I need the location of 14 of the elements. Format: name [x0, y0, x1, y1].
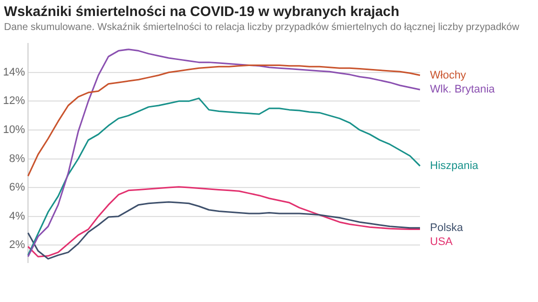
y-tick-label: 2%: [9, 239, 26, 252]
series-label: Wlk. Brytania: [430, 84, 496, 96]
y-tick-label: 4%: [9, 210, 26, 222]
y-tick-label: 14%: [2, 66, 26, 78]
series-label: Hiszpania: [430, 160, 480, 172]
y-tick-label: 12%: [2, 95, 26, 108]
chart-title: Wskaźniki śmiertelności na COVID-19 w wybranych krajach: [4, 3, 400, 19]
series-label: Włochy: [430, 69, 467, 82]
y-tick-label: 10%: [2, 124, 26, 136]
y-tick-label: 6%: [9, 182, 26, 194]
chart-subtitle: Dane skumulowane. Wskaźnik śmiertelności to relacja liczby przypadków śmiertelnych do łącznej liczby przypadków: [4, 21, 520, 34]
series-label: Polska: [430, 222, 464, 234]
y-tick-label: 8%: [9, 152, 26, 165]
series-label: USA: [430, 236, 454, 248]
